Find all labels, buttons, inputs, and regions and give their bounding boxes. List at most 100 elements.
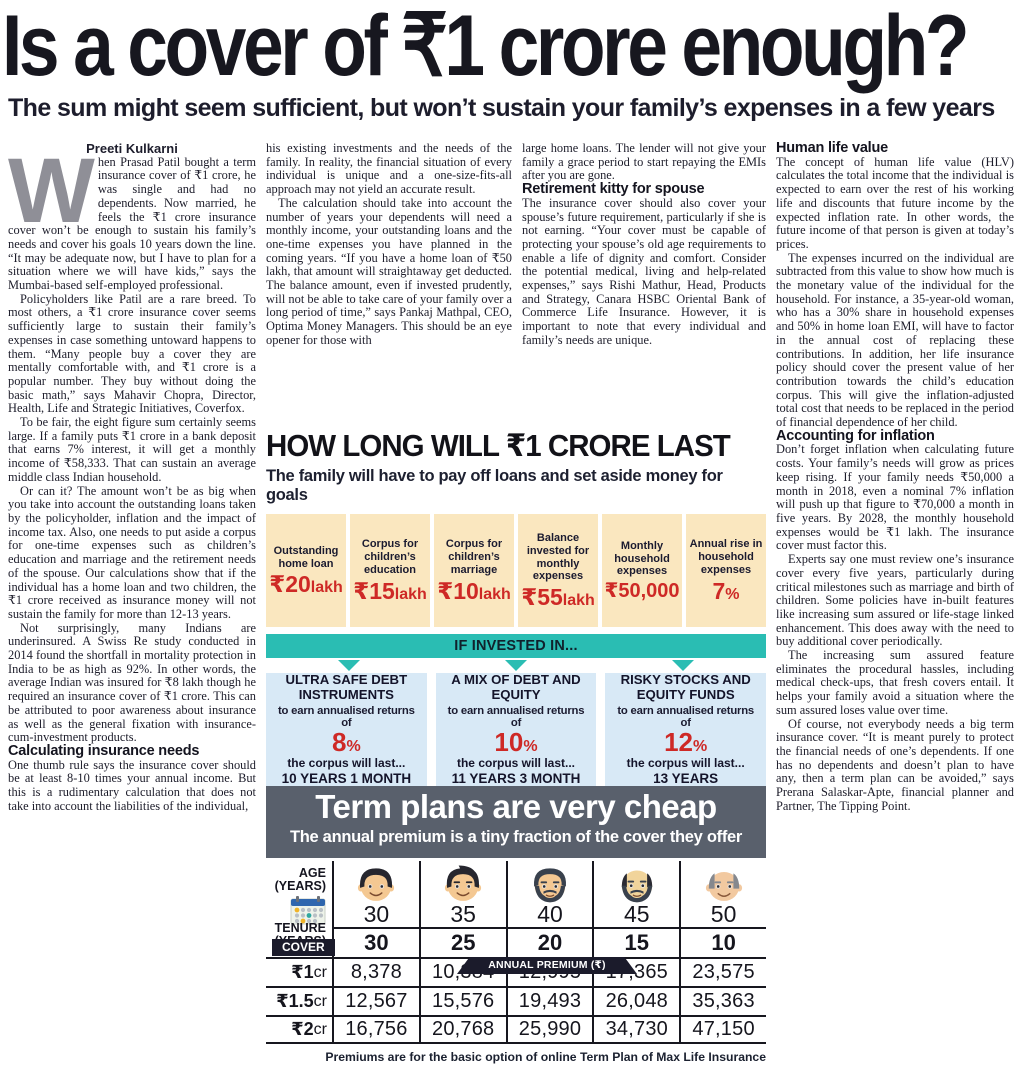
- box-value-main: 7: [712, 577, 726, 604]
- age-value: 45: [623, 901, 650, 927]
- paragraph: The insurance cover should also cover yo…: [522, 195, 766, 347]
- avatar-age-40-icon: [533, 868, 567, 903]
- section-heading: Retirement kitty for spouse: [522, 181, 705, 198]
- premium-value: 19,493: [518, 990, 582, 1012]
- box-label: Corpus for children’s education: [361, 538, 419, 576]
- option-ultra-safe-debt: ULTRA SAFE DEBT INSTRUMENTS to earn annu…: [266, 672, 427, 786]
- table-row-tenure: TENURE (YEARS) 30 25 20 15 10: [266, 922, 766, 957]
- cover-unit: cr: [313, 992, 327, 1010]
- option-title: RISKY STOCKS AND EQUITY FUNDS: [620, 672, 751, 702]
- cover-unit: cr: [313, 1020, 327, 1038]
- cover-unit: cr: [313, 963, 327, 981]
- box-label: Outstanding home loan: [273, 544, 339, 570]
- box-value-unit: %: [725, 585, 740, 603]
- box-value: 7%: [712, 577, 740, 604]
- option-debt-equity-mix: A MIX OF DEBT AND EQUITY to earn annuali…: [435, 672, 597, 786]
- box-value-main: ₹10: [437, 577, 479, 604]
- tenure-label: TENURE: [274, 921, 326, 935]
- option-subtext: to earn annualised returns of: [277, 704, 415, 729]
- assumption-box-home-loan: Outstanding home loan ₹20lakh: [266, 514, 346, 627]
- term-plans-title: Term plans are very cheap: [315, 788, 717, 825]
- arrow-down-icon: [505, 660, 527, 671]
- premium-value: 8,378: [350, 961, 402, 983]
- avatar-age-30-icon: [358, 868, 395, 901]
- option-title: A MIX OF DEBT AND EQUITY: [451, 672, 581, 702]
- box-value: ₹20lakh: [269, 573, 343, 596]
- paragraph: Experts say one must review one’s insura…: [776, 552, 1014, 649]
- box-value: ₹55lakh: [521, 586, 595, 609]
- byline: Preeti Kulkarni: [86, 141, 178, 156]
- paragraph: his existing investments and the needs o…: [266, 141, 512, 197]
- premium-value: 26,048: [605, 990, 668, 1012]
- option-subtext: to earn annualised returns of: [447, 704, 585, 729]
- paragraph: large home loans. The lender will not gi…: [522, 141, 766, 183]
- box-value-unit: lakh: [478, 585, 511, 603]
- article-column-3: large home loans. The lender will not gi…: [522, 141, 766, 426]
- option-duration: 11 YEARS 3 MONTH: [451, 770, 581, 786]
- arrow-down-icon: [671, 660, 694, 671]
- box-value-unit: lakh: [562, 592, 595, 610]
- option-last-label: the corpus will last...: [456, 755, 576, 770]
- calendar-icon: [290, 896, 326, 925]
- paragraph: Of course, not everybody needs a big ter…: [776, 716, 1014, 813]
- box-value-main: ₹15: [353, 577, 395, 604]
- paragraph: The concept of human life value (HLV) ca…: [776, 154, 1014, 251]
- page-subtitle: The sum might seem sufficient, but won’t…: [8, 94, 995, 122]
- tenure-value: 10: [711, 930, 736, 955]
- age-label: AGE: [298, 866, 326, 880]
- paragraph: Or can it? The amount won’t be as big wh…: [8, 483, 256, 621]
- option-return-pct: 8%: [331, 726, 361, 757]
- pct-sign: %: [523, 737, 538, 755]
- premium-value: 34,730: [605, 1018, 668, 1040]
- box-value-unit: lakh: [394, 585, 427, 603]
- arrow-down-icon: [338, 660, 361, 671]
- if-invested-in-banner: IF INVESTED IN...: [266, 634, 766, 658]
- box-label: Monthly household expenses: [614, 539, 670, 578]
- avatar-age-45-icon: [621, 870, 652, 903]
- option-duration: 13 YEARS: [653, 770, 719, 786]
- arrow-row: [266, 658, 766, 673]
- premium-table: COVER ANNUAL PREMIUM (₹) AGE (YEARS): [266, 861, 766, 1044]
- page-title: Is a cover of ₹1 crore enough?: [2, 0, 970, 94]
- premium-value: 15,576: [432, 990, 495, 1012]
- premium-value: 47,150: [692, 1018, 755, 1040]
- paragraph: To be fair, the eight figure sum certain…: [8, 415, 256, 484]
- box-value-main: ₹50,000: [604, 580, 680, 603]
- age-cell-40: 40: [505, 861, 593, 927]
- age-value: 50: [710, 901, 737, 927]
- paragraph: Policyholders like Patil are a rare bree…: [8, 291, 256, 416]
- infographic-subtitle: The family will have to pay off loans an…: [266, 467, 723, 504]
- tenure-value: 25: [450, 930, 476, 955]
- drop-cap: W: [8, 139, 95, 242]
- box-value-main: ₹55: [521, 584, 563, 611]
- infographic-title: HOW LONG WILL ₹1 CRORE LAST: [266, 428, 731, 463]
- cover-amount: ₹2: [291, 1019, 314, 1039]
- pct-number: 8: [331, 726, 347, 757]
- paragraph: The calculation should take into account…: [266, 195, 512, 347]
- investment-options: ULTRA SAFE DEBT INSTRUMENTS to earn annu…: [266, 672, 767, 786]
- table-row-ages: AGE (YEARS): [266, 861, 766, 927]
- avatar-age-35-icon: [445, 865, 482, 901]
- paragraph: One thumb rule says the insurance cover …: [8, 757, 256, 813]
- box-label: Corpus for children’s marriage: [445, 538, 503, 576]
- cover-label-cell: ₹2 cr: [266, 1015, 332, 1044]
- avatar-age-50-icon: [705, 871, 742, 901]
- option-risky-equity: RISKY STOCKS AND EQUITY FUNDS to earn an…: [605, 672, 767, 786]
- annual-premium-badge: ANNUAL PREMIUM (₹): [457, 957, 637, 974]
- cover-amount: ₹1.5: [276, 991, 314, 1011]
- pct-sign: %: [693, 737, 708, 755]
- table-row-2cr: ₹2 cr 16,756 20,768 25,990 34,730 47,150: [266, 1015, 766, 1044]
- cover-amount: ₹1: [291, 962, 314, 982]
- age-value: 40: [537, 901, 563, 927]
- box-value: ₹15lakh: [353, 577, 427, 604]
- age-cell-45: 45: [592, 861, 679, 927]
- box-label: Balance invested for monthly expenses: [526, 531, 590, 583]
- tenure-value: 30: [364, 930, 389, 955]
- age-cell-30: 30: [332, 861, 419, 927]
- assumption-boxes: Outstanding home loan ₹20lakh Corpus for…: [266, 514, 766, 627]
- tenure-value: 15: [624, 930, 650, 955]
- box-value-unit: lakh: [310, 579, 343, 597]
- option-subtext: to earn annualised returns of: [617, 704, 755, 729]
- assumption-box-monthly-expenses: Monthly household expenses ₹50,000: [602, 514, 682, 627]
